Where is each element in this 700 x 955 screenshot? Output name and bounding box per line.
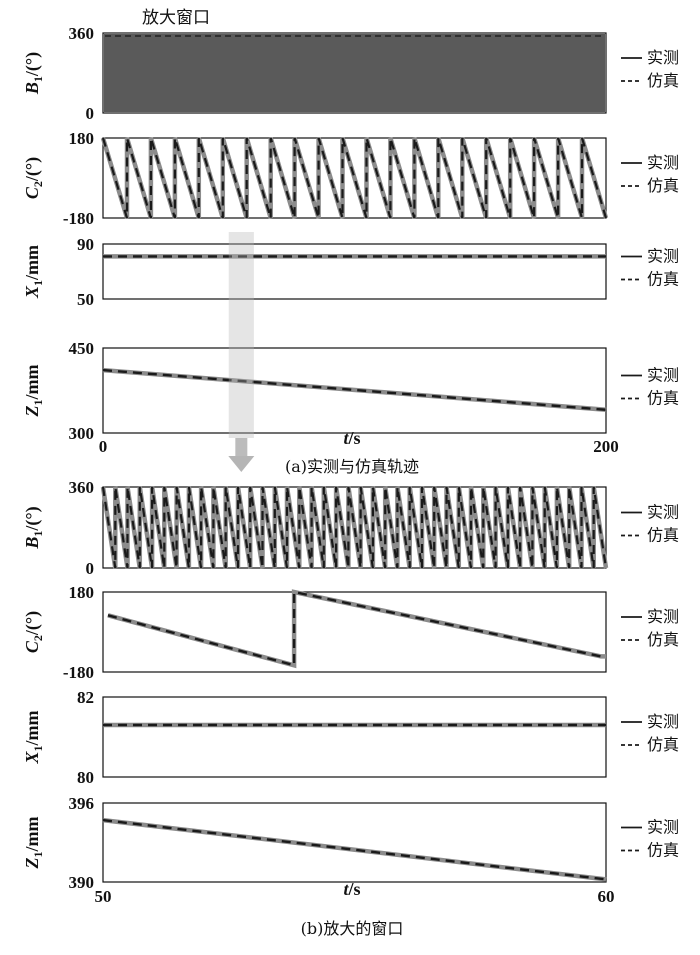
plot-frame (102, 243, 607, 300)
legend-measured-label: 实测 (647, 366, 679, 385)
series-measured (101, 486, 608, 569)
y-axis-label: X1/mm (22, 710, 45, 764)
legend-measured-label: 实测 (647, 818, 679, 837)
y-tick-label-bottom: 300 (69, 424, 95, 443)
zoom-window-label: 放大窗口 (142, 8, 210, 28)
x-axis-label: t/s (343, 879, 360, 899)
y-axis-label: C2/(°) (22, 157, 45, 199)
legend-simulated-label: 仿真 (647, 841, 679, 860)
x-tick-label-end: 60 (598, 887, 615, 906)
dense-signal-fill (104, 34, 605, 112)
x-tick-label-start: 50 (95, 887, 112, 906)
plot-frame (102, 696, 607, 778)
zoom-arrow-shaft (235, 438, 248, 458)
y-tick-label-bottom: 0 (86, 559, 95, 578)
legend-simulated-label: 仿真 (647, 71, 679, 90)
x-tick-label-end: 200 (593, 437, 619, 456)
x-axis-label: t/s (343, 428, 360, 448)
y-axis-label: B1/(°) (22, 506, 45, 549)
zoom-arrow-head (228, 456, 255, 472)
y-tick-label-top: 450 (69, 339, 95, 358)
series-measured-top (107, 590, 606, 667)
y-axis-label: Z1/mm (22, 365, 45, 418)
y-tick-label-bottom: 390 (69, 873, 95, 892)
legend-measured-label: 实测 (647, 247, 679, 266)
y-tick-label-top: 360 (69, 24, 95, 43)
y-tick-label-top: 180 (69, 583, 95, 602)
y-tick-label-top: 396 (69, 794, 95, 813)
y-axis-label: Z1/mm (22, 817, 45, 870)
legend-measured-label: 实测 (647, 503, 679, 522)
y-tick-label-top: 90 (77, 235, 94, 254)
legend-measured-label: 实测 (647, 48, 679, 67)
series-measured-top (102, 818, 607, 881)
series-measured (101, 137, 608, 219)
legend-simulated-label: 仿真 (647, 630, 679, 649)
highlight-band (228, 232, 254, 438)
legend-simulated-label: 仿真 (647, 270, 679, 289)
legend-simulated-label: 仿真 (647, 526, 679, 545)
y-axis-label: C2/(°) (22, 611, 45, 653)
y-tick-label-bottom: 0 (86, 104, 95, 123)
y-tick-label-top: 180 (69, 129, 95, 148)
legend-simulated-label: 仿真 (647, 176, 679, 195)
y-axis-label: B1/(°) (22, 52, 45, 95)
legend-measured-label: 实测 (647, 712, 679, 731)
y-tick-label-bottom: -180 (63, 663, 94, 682)
y-tick-label-bottom: 80 (77, 768, 94, 787)
y-tick-label-top: 82 (77, 688, 94, 707)
y-tick-label-bottom: 50 (77, 290, 94, 309)
x-tick-label-start: 0 (99, 437, 108, 456)
legend-simulated-label: 仿真 (647, 735, 679, 754)
panel-caption: (b)放大的窗口 (301, 919, 404, 938)
y-tick-label-top: 360 (69, 478, 95, 497)
y-tick-label-bottom: -180 (63, 209, 94, 228)
legend-measured-label: 实测 (647, 607, 679, 626)
y-axis-label: X1/mm (22, 245, 45, 299)
legend-simulated-label: 仿真 (647, 389, 679, 408)
series-measured-top (102, 368, 607, 411)
legend-measured-label: 实测 (647, 153, 679, 172)
panel-caption: (a)实测与仿真轨迹 (285, 457, 419, 476)
